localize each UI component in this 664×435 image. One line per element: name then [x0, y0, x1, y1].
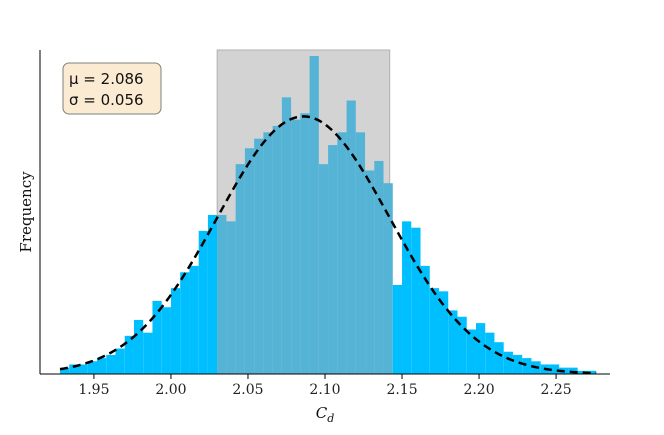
histogram-bar [337, 132, 347, 374]
histogram-bar [244, 148, 255, 374]
x-tick-label: 2.15 [386, 382, 417, 398]
histogram-bar [402, 221, 412, 374]
histogram-bar [207, 215, 218, 374]
normal-fit-layer [59, 115, 597, 375]
x-axis-label: Cd [316, 404, 335, 425]
histogram-bar [263, 132, 273, 374]
histogram-bar [281, 97, 292, 374]
histogram-bar [374, 160, 384, 374]
histogram-bar [198, 230, 208, 374]
histogram-bar [170, 288, 181, 374]
histogram-bar [235, 164, 245, 374]
histogram-bar [586, 370, 597, 374]
normal-fit-curve [59, 115, 597, 375]
stats-annotation-box [62, 62, 162, 115]
histogram-bar [143, 332, 153, 374]
histogram-bar [272, 125, 282, 375]
histogram-bars [60, 56, 597, 375]
histogram-bar [152, 300, 162, 374]
x-tick-label: 1.95 [78, 382, 109, 398]
mean-annotation: μ = 2.086 [69, 70, 144, 88]
histogram-bar [300, 113, 310, 375]
histogram-bar [466, 329, 476, 374]
x-tick-label: 2.00 [155, 382, 186, 398]
histogram-bar [383, 183, 393, 374]
histogram-bar [411, 227, 421, 374]
histogram-bar [318, 164, 329, 374]
histogram-bar [365, 170, 375, 374]
sigma-annotation: σ = 0.056 [69, 91, 144, 109]
x-tick-label: 2.25 [540, 382, 571, 398]
histogram-bar [355, 132, 366, 374]
histogram-bar [549, 364, 560, 374]
y-axis-label: Frequency [17, 171, 35, 253]
histogram-bar [60, 367, 70, 374]
histogram-bar [494, 342, 504, 374]
histogram-bar [106, 354, 116, 374]
histogram-bar [254, 138, 264, 374]
x-tick-label: 2.10 [309, 382, 340, 398]
histogram-bar [439, 291, 449, 374]
x-ticks: 1.95 2.00 2.05 2.10 2.15 2.20 2.25 [78, 374, 572, 398]
histogram-bar [309, 56, 319, 374]
histogram-bar [475, 323, 486, 374]
histogram-bar [133, 319, 144, 374]
histogram-bar [485, 332, 495, 374]
histogram-bar [291, 119, 301, 374]
histogram-bar [522, 358, 532, 374]
histogram-bar [69, 364, 79, 374]
histogram-bar [78, 364, 88, 374]
histogram-bar [87, 361, 97, 374]
histogram-bar [124, 335, 134, 374]
x-tick-label: 2.05 [232, 382, 263, 398]
histogram-bar [577, 370, 587, 374]
histogram-bar [328, 145, 338, 374]
histogram-bar [429, 288, 439, 374]
histogram-bar [512, 354, 523, 374]
histogram-bar [226, 221, 236, 374]
histogram-bar [392, 284, 403, 374]
histogram-bar [457, 316, 467, 374]
histogram-bar [503, 351, 513, 374]
histogram-bar [346, 100, 356, 375]
histogram-bar [97, 358, 107, 374]
histogram-bar [189, 265, 199, 374]
stats-annotation: μ = 2.086 σ = 0.056 [62, 62, 162, 115]
histogram-bar [115, 348, 125, 374]
histogram-bar [448, 310, 458, 374]
histogram-bar [161, 307, 171, 374]
histogram-bar [420, 265, 430, 374]
x-tick-label: 2.20 [463, 382, 494, 398]
histogram-bar [180, 272, 190, 374]
histogram-bar [217, 215, 227, 374]
